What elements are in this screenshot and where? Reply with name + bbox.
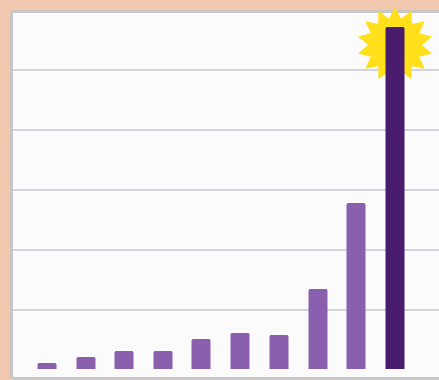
bar-8 (308, 289, 328, 369)
bars (37, 27, 405, 369)
gridlines (13, 69, 439, 311)
bar-4 (153, 351, 173, 369)
bar-chart (13, 7, 439, 369)
bar-7 (269, 335, 289, 369)
bar-2 (76, 357, 96, 369)
bar-10 (385, 27, 405, 369)
bar-9 (346, 203, 366, 369)
chart-scene (10, 7, 439, 380)
bar-3 (114, 351, 134, 369)
chart-panel (10, 10, 439, 380)
bar-6 (230, 333, 250, 369)
bar-1 (37, 363, 57, 369)
bar-5 (191, 339, 211, 369)
